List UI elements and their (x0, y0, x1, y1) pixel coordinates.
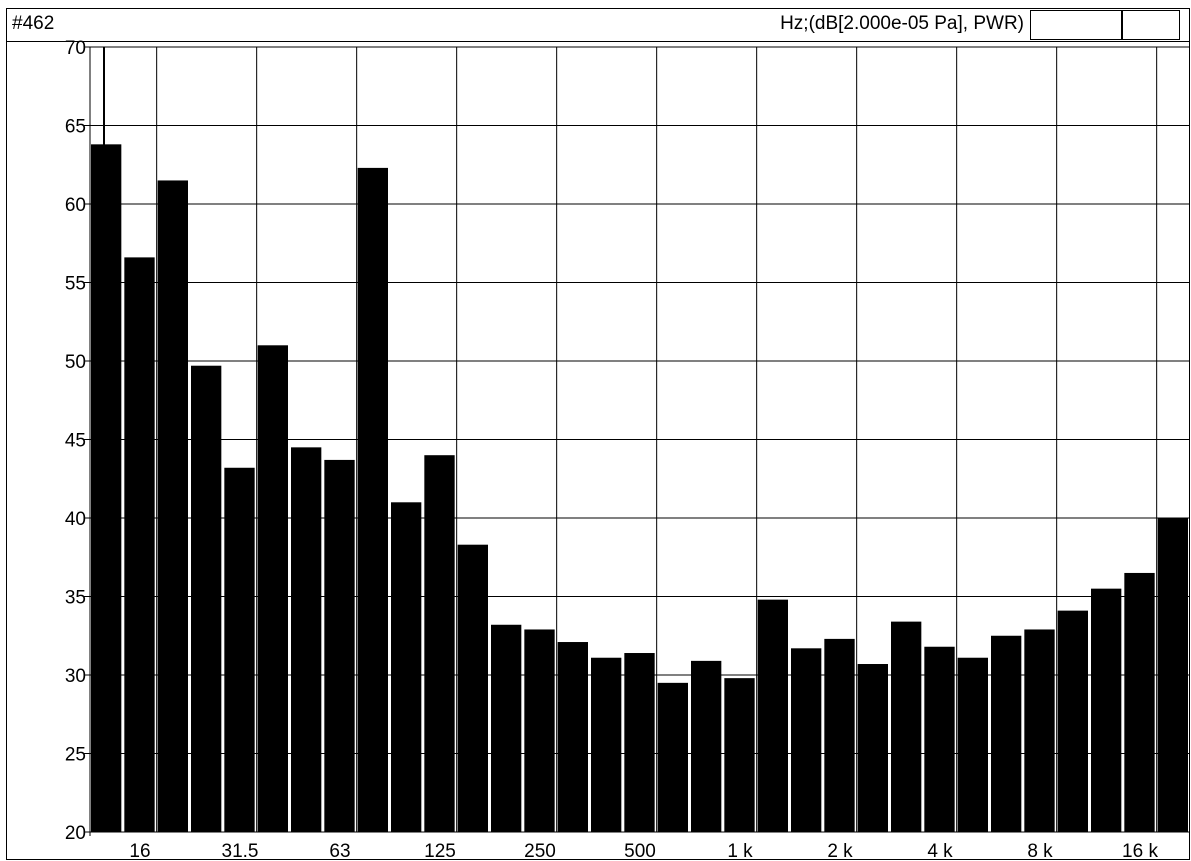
y-tick-labels: 20 25 30 35 40 45 50 55 60 65 70 (65, 38, 86, 844)
chart-frame (6, 8, 1190, 860)
x-tick-label: 250 (524, 841, 556, 861)
bar-16 k (1124, 572, 1155, 832)
bar-6.3 k (991, 635, 1022, 832)
x-tick-label: 1 k (727, 841, 753, 861)
y-tick-label: 25 (65, 745, 86, 766)
header-divider (6, 41, 1190, 42)
bar-1.6 k (791, 648, 822, 832)
bar-2.5 k (857, 664, 888, 832)
bar-8 k (1024, 629, 1055, 832)
x-tick-label: 4 k (927, 841, 953, 861)
chart-header: #462 Hz;(dB[2.000e-05 Pa], PWR) (8, 9, 1188, 40)
bar-80 (357, 167, 388, 832)
bar-20 k (1157, 518, 1188, 832)
x-tick-label: 31.5 (222, 841, 259, 861)
bar-315 (557, 642, 588, 832)
bar-2 k (824, 638, 855, 832)
bar-630 (657, 682, 688, 832)
bar-1.25 k (757, 599, 788, 832)
bar-500 (624, 653, 655, 832)
header-field-2[interactable] (1122, 10, 1180, 40)
bar-12.5 (91, 144, 122, 833)
bar-200 (491, 624, 522, 832)
y-tick-label: 65 (65, 117, 86, 138)
bar-40 (257, 345, 288, 832)
unit-label: Hz;(dB[2.000e-05 Pa], PWR) (780, 13, 1024, 34)
y-tick-label: 55 (65, 274, 86, 295)
bar-20 (157, 180, 188, 832)
bar-800 (691, 660, 722, 832)
y-tick-label: 45 (65, 431, 86, 452)
y-tick-label: 30 (65, 666, 86, 687)
x-tick-label: 125 (424, 841, 456, 861)
x-tick-label: 500 (624, 841, 656, 861)
x-tick-label: 16 k (1122, 841, 1158, 861)
bar-4 k (924, 646, 955, 832)
bar-125 (424, 455, 455, 832)
y-tick-label: 70 (65, 38, 86, 59)
x-tick-label: 8 k (1027, 841, 1053, 861)
bar-100 (391, 502, 422, 832)
bar-16 (124, 257, 155, 832)
x-tick-label: 63 (329, 841, 350, 861)
x-tick-label: 2 k (827, 841, 853, 861)
y-tick-label: 50 (65, 352, 86, 373)
x-tick-labels: 16 31.5 63 125 250 500 1 k 2 k 4 k 8 k 16 k (129, 841, 1158, 861)
bar-12.5 k (1091, 588, 1122, 832)
bar-31.5 (224, 467, 255, 832)
bar-400 (591, 657, 622, 832)
y-tick-label: 35 (65, 588, 86, 609)
bar-10 k (1057, 610, 1088, 832)
bar-1 k (724, 678, 755, 832)
bars (91, 144, 1188, 833)
axes (84, 46, 1190, 836)
bar-250 (524, 629, 555, 832)
y-tick-label: 60 (65, 195, 86, 216)
bar-3.15 k (891, 621, 922, 832)
bar-63 (324, 459, 355, 832)
header-field-1[interactable] (1030, 10, 1122, 40)
y-tick-label: 40 (65, 509, 86, 530)
bar-160 (457, 544, 488, 832)
bar-5 k (957, 657, 988, 832)
record-id: #462 (12, 13, 55, 34)
bar-25 (191, 365, 222, 832)
y-tick-label: 20 (65, 823, 86, 844)
bar-50 (291, 447, 322, 832)
x-tick-label: 16 (129, 841, 150, 861)
